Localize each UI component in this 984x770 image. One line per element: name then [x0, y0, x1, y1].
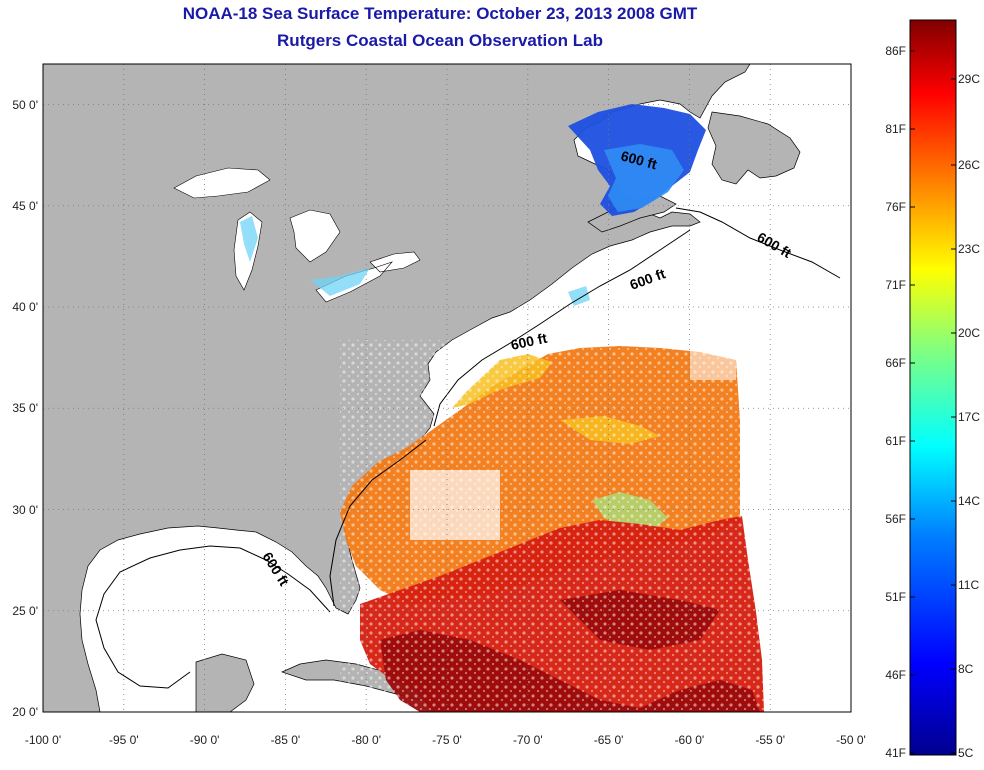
- colorbar-f-label: 41F: [885, 746, 906, 760]
- lon-tick-label: -65 0': [593, 733, 624, 747]
- newfoundland-land: [707, 111, 801, 185]
- sst-cold-region-light: [604, 144, 684, 212]
- lon-tick-label: -75 0': [432, 733, 462, 747]
- great-lakes: [173, 167, 421, 303]
- colorbar-f-label: 51F: [885, 590, 906, 604]
- yucatan-land: [195, 653, 255, 712]
- lon-tick-label: -60 0': [674, 733, 705, 747]
- colorbar-c-label: 23C: [958, 242, 981, 256]
- lat-tick-label: 30 0': [12, 502, 38, 517]
- colorbar-c-label: 17C: [958, 410, 981, 424]
- sst-great-lakes-cyan: [240, 216, 590, 306]
- lon-tick-label: -85 0': [270, 733, 301, 747]
- lat-tick-label: 40 0': [12, 300, 38, 314]
- colorbar-f-label: 61F: [885, 434, 906, 448]
- lat-lon-grid: [43, 64, 851, 712]
- lon-tick-label: -70 0': [512, 733, 543, 747]
- lon-tick-label: -90 0': [189, 733, 220, 747]
- colorbar-f-label: 71F: [885, 278, 906, 292]
- colorbar-c-label: 5C: [958, 746, 974, 760]
- lat-tick-label: 35 0': [12, 401, 38, 416]
- colorbar-c-label: 8C: [958, 662, 974, 676]
- lat-tick-label: 20 0': [12, 705, 38, 719]
- isobath-label: 600 ft: [509, 330, 548, 353]
- map-title: NOAA-18 Sea Surface Temperature: October…: [182, 4, 698, 23]
- lon-tick-label: -95 0': [108, 733, 139, 747]
- colorbar-f-label: 86F: [885, 44, 906, 58]
- colorbar-c-label: 26C: [958, 158, 981, 172]
- lon-tick-label: -55 0': [755, 733, 786, 747]
- colorbar-c-label: 20C: [958, 326, 981, 340]
- plot-frame: [42, 63, 852, 713]
- colorbar-f-label: 66F: [885, 356, 906, 370]
- lon-tick-label: -80 0': [351, 733, 382, 747]
- lat-tick-label: 45 0': [12, 198, 38, 213]
- isobath-line: [95, 207, 841, 689]
- colorbar-c-label: 29C: [958, 72, 981, 86]
- lon-tick-label: -50 0': [836, 733, 866, 747]
- colorbar-f-label: 46F: [885, 668, 906, 682]
- lat-tick-label: 50 0': [12, 97, 38, 112]
- color-bar: [909, 19, 957, 756]
- colorbar-c-label: 11C: [958, 578, 980, 592]
- colorbar-f-label: 81F: [885, 122, 906, 136]
- lat-tick-label: 25 0': [12, 603, 38, 618]
- colorbar-f-label: 56F: [885, 512, 906, 526]
- colorbar-f-label: 76F: [885, 200, 906, 214]
- lon-tick-label: -100 0': [24, 733, 62, 747]
- colorbar-c-label: 14C: [958, 494, 981, 508]
- map-subtitle: Rutgers Coastal Ocean Observation Lab: [277, 31, 603, 50]
